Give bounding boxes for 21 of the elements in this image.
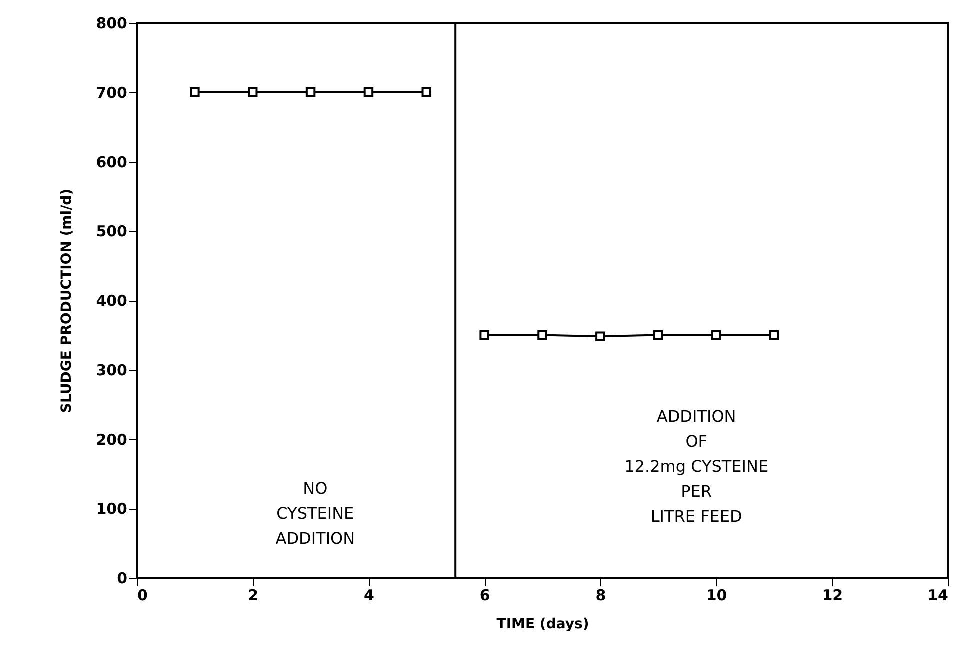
- x-axis-title: TIME (days): [496, 616, 590, 632]
- x-tick-label: 8: [596, 586, 606, 604]
- y-tick-label: 400: [96, 292, 128, 310]
- annotation: NO CYSTEINE ADDITION: [276, 479, 356, 548]
- y-tick-label: 800: [96, 14, 128, 32]
- y-tick-label: 200: [96, 430, 128, 449]
- x-tick-label: 6: [480, 586, 490, 604]
- y-tick-label: 500: [96, 222, 128, 241]
- y-tick-label: 600: [96, 153, 128, 172]
- annotation: ADDITION OF 12.2mg CYSTEINE PER LITRE FEED: [624, 407, 769, 526]
- x-tick-label: 4: [364, 586, 374, 604]
- y-tick-label: 100: [96, 500, 128, 518]
- x-tick-label: 10: [706, 586, 728, 604]
- x-tick-label: 12: [822, 586, 844, 604]
- x-tick-label: 2: [248, 586, 259, 604]
- x-tick-label: 14: [928, 586, 948, 604]
- y-tick-label: 300: [96, 361, 128, 380]
- y-axis-title: SLUDGE PRODUCTION (ml/d): [59, 188, 76, 414]
- y-tick-label: 700: [96, 84, 128, 102]
- y-tick-label: 0: [117, 570, 128, 588]
- x-tick-label: 0: [138, 586, 148, 604]
